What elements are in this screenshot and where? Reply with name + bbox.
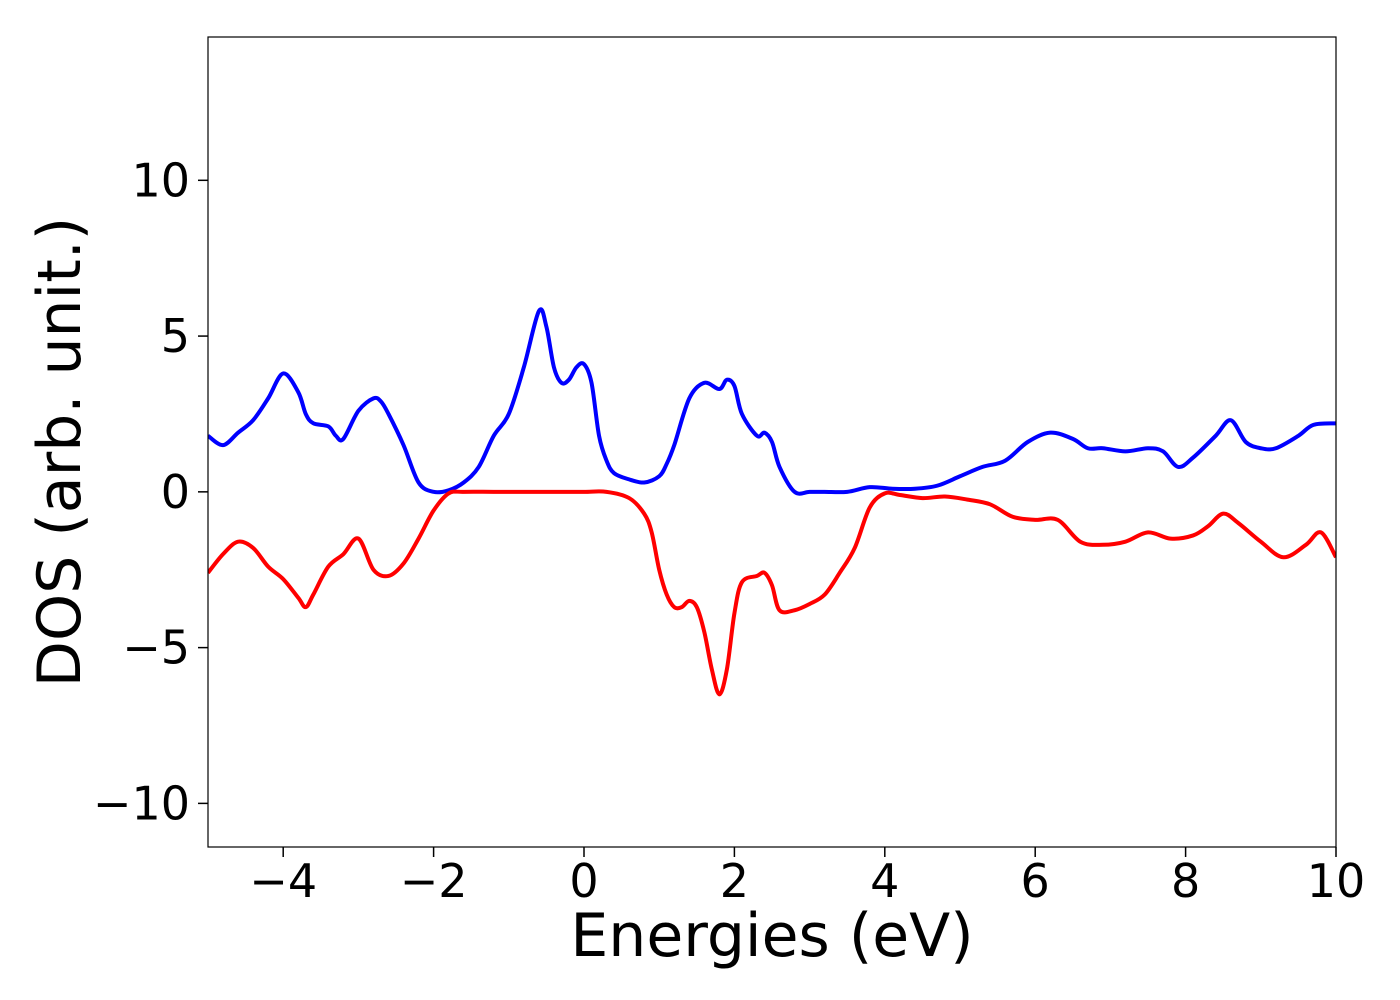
y-tick-label: 10	[131, 153, 190, 207]
y-tick-label: 0	[161, 465, 190, 519]
x-tick-label: 4	[870, 854, 899, 908]
x-tick-label: −2	[400, 854, 468, 908]
x-tick-label: 8	[1171, 854, 1200, 908]
y-tick-label: 5	[161, 309, 190, 363]
x-tick-label: 6	[1021, 854, 1050, 908]
y-tick-label: −5	[122, 621, 190, 675]
x-axis-ticks: −4 −2 0 2 4 6 8 10	[249, 847, 1365, 908]
x-tick-label: 0	[569, 854, 598, 908]
y-axis-ticks: −10 −5 0 5 10	[93, 153, 208, 830]
y-tick-label: −10	[93, 776, 190, 830]
x-axis-label: Energies (eV)	[570, 901, 973, 971]
series-line-2	[208, 489, 1336, 697]
series-layer	[208, 307, 1336, 697]
x-tick-label: 10	[1307, 854, 1366, 908]
y-axis-label: DOS (arb. unit.)	[25, 217, 95, 687]
series-line-1	[208, 307, 1336, 496]
plot-frame	[207, 36, 1337, 848]
x-tick-label: −4	[249, 854, 317, 908]
x-tick-label: 2	[720, 854, 749, 908]
